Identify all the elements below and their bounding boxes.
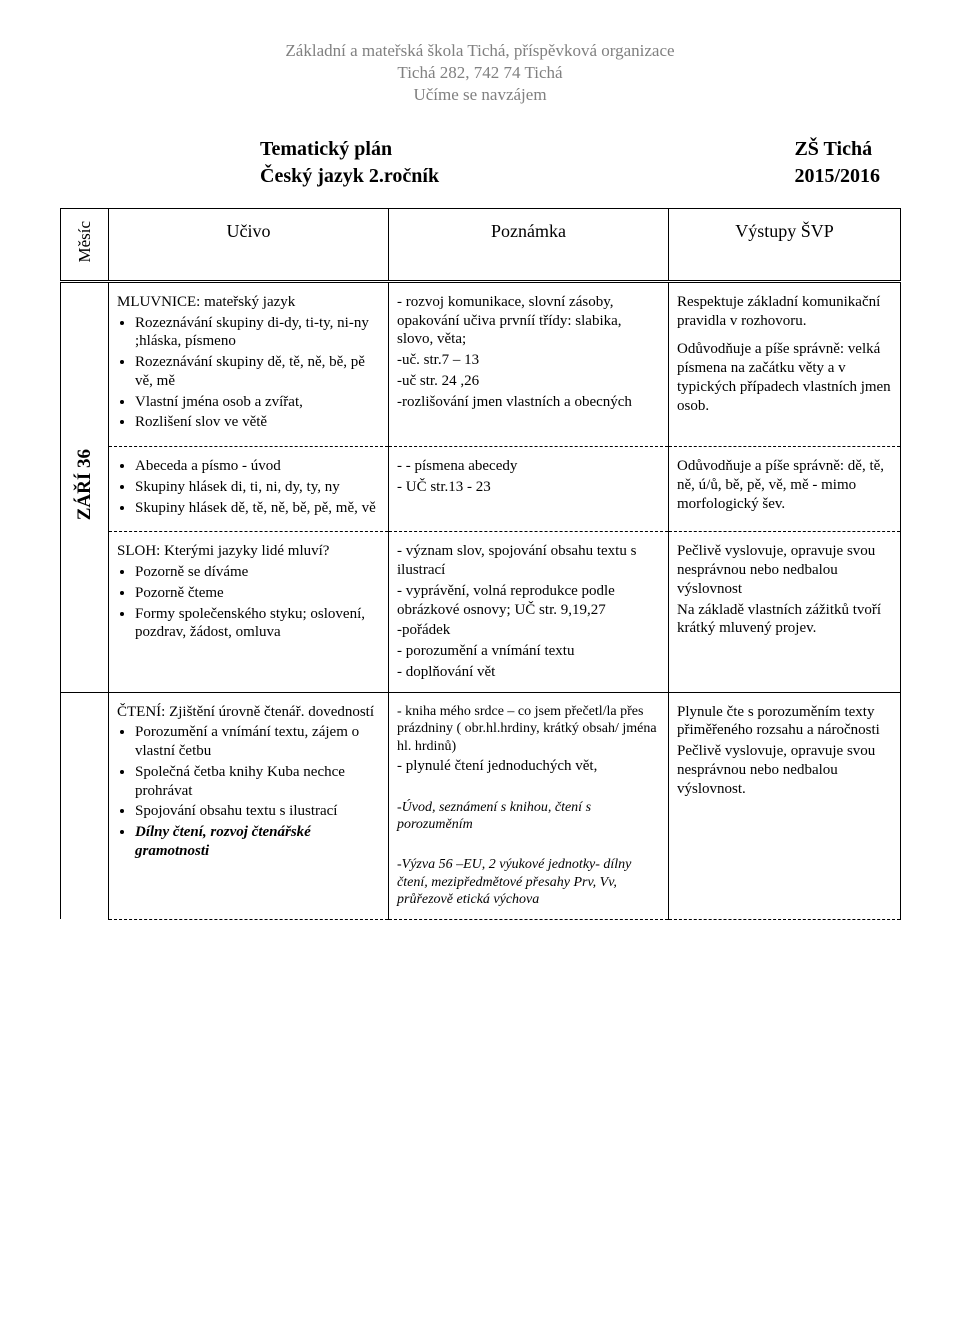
title-right: ZŠ Tichá 2015/2016 xyxy=(794,136,880,190)
list-item: Skupiny hlásek di, ti, ni, dy, ty, ny xyxy=(135,478,380,497)
list-item: Skupiny hlásek dě, tě, ně, bě, pě, mě, v… xyxy=(135,499,380,518)
ucivo-cell-4: ČTENÍ: Zjištění úrovně čtenář. dovednost… xyxy=(109,692,389,919)
vystupy-text: Pečlivě vyslovuje, opravuje svou nespráv… xyxy=(677,742,892,798)
ucivo-head-cteni: ČTENÍ: Zjištění úrovně čtenář. dovednost… xyxy=(117,703,380,722)
title-row: Tematický plán Český jazyk 2.ročník ZŠ T… xyxy=(260,136,880,190)
title-right-2: 2015/2016 xyxy=(794,165,880,187)
document-header: Základní a mateřská škola Tichá, příspěv… xyxy=(60,40,900,106)
list-item: Rozeznávání skupiny di-dy, ti-ty, ni-ny … xyxy=(135,314,380,352)
vystupy-text: Respektuje základní komunikační pravidla… xyxy=(677,293,892,331)
poznamka-cell-1: - rozvoj komunikace, slovní zásoby, opak… xyxy=(389,281,669,446)
month-cell-empty xyxy=(61,692,109,919)
vystupy-text: Plynule čte s porozuměním texty přiměřen… xyxy=(677,703,892,741)
title-left: Tematický plán Český jazyk 2.ročník xyxy=(260,136,439,190)
note-line: - doplňování vět xyxy=(397,663,660,682)
note-line: -pořádek xyxy=(397,621,660,640)
note-line: - porozumění a vnímání textu xyxy=(397,642,660,661)
poznamka-cell-4: - kniha mého srdce – co jsem přečetl/la … xyxy=(389,692,669,919)
vystupy-cell-3: Pečlivě vyslovuje, opravuje svou nespráv… xyxy=(669,532,901,692)
header-line-1: Základní a mateřská škola Tichá, příspěv… xyxy=(60,40,900,62)
note-line: - - písmena abecedy xyxy=(397,457,660,476)
title-left-1: Tematický plán xyxy=(260,138,392,160)
list-item: Vlastní jména osob a zvířat, xyxy=(135,393,380,412)
note-line: -rozlišování jmen vlastních a obecných xyxy=(397,393,660,412)
list-item: Společná četba knihy Kuba nechce prohráv… xyxy=(135,763,380,801)
header-line-3: Učíme se navzájem xyxy=(60,84,900,106)
note-line: - rozvoj komunikace, slovní zásoby, opak… xyxy=(397,293,660,349)
ucivo-cell-3: SLOH: Kterými jazyky lidé mluví? Pozorně… xyxy=(109,532,389,692)
ucivo-head-sloh: SLOH: Kterými jazyky lidé mluví? xyxy=(117,542,380,561)
list-item: Spojování obsahu textu s ilustrací xyxy=(135,802,380,821)
vystupy-text: Na základě vlastních zážitků tvoří krátk… xyxy=(677,601,892,639)
poznamka-cell-3: - význam slov, spojování obsahu textu s … xyxy=(389,532,669,692)
note-line: - plynulé čtení jednoduchých vět, xyxy=(397,757,660,776)
ucivo-list-3: Pozorně se díváme Pozorně čteme Formy sp… xyxy=(117,563,380,642)
table-row: Abeceda a písmo - úvod Skupiny hlásek di… xyxy=(61,447,901,532)
ucivo-list-4: Porozumění a vnímání textu, zájem o vlas… xyxy=(117,723,380,860)
list-item: Pozorně se díváme xyxy=(135,563,380,582)
note-line: -uč str. 24 ,26 xyxy=(397,372,660,391)
month-cell: ZÁŘÍ 36 xyxy=(61,281,109,692)
table-header-row: Měsíc Učivo Poznámka Výstupy ŠVP xyxy=(61,209,901,282)
list-item: Abeceda a písmo - úvod xyxy=(135,457,380,476)
list-item: Rozlišení slov ve větě xyxy=(135,413,380,432)
note-line: -Úvod, seznámení s knihou, čtení s poroz… xyxy=(397,799,660,834)
col-header-ucivo: Učivo xyxy=(109,209,389,282)
poznamka-cell-2: - - písmena abecedy - UČ str.13 - 23 xyxy=(389,447,669,532)
header-line-2: Tichá 282, 742 74 Tichá xyxy=(60,62,900,84)
col-header-poznamka: Poznámka xyxy=(389,209,669,282)
list-item: Dílny čtení, rozvoj čtenářské gramotnost… xyxy=(135,823,380,861)
title-left-2: Český jazyk 2.ročník xyxy=(260,165,439,187)
col-header-month: Měsíc xyxy=(61,209,109,282)
note-line: - UČ str.13 - 23 xyxy=(397,478,660,497)
ucivo-cell-2: Abeceda a písmo - úvod Skupiny hlásek di… xyxy=(109,447,389,532)
vystupy-text: Odůvodňuje a píše správně: dě, tě, ně, ú… xyxy=(677,457,892,513)
list-item: Formy společenského styku; oslovení, poz… xyxy=(135,605,380,643)
list-item: Rozeznávání skupiny dě, tě, ně, bě, pě v… xyxy=(135,353,380,391)
table-row: SLOH: Kterými jazyky lidé mluví? Pozorně… xyxy=(61,532,901,692)
vystupy-cell-4: Plynule čte s porozuměním texty přiměřen… xyxy=(669,692,901,919)
list-item: Pozorně čteme xyxy=(135,584,380,603)
ucivo-list-1: Rozeznávání skupiny di-dy, ti-ty, ni-ny … xyxy=(117,314,380,433)
note-line: - význam slov, spojování obsahu textu s … xyxy=(397,542,660,580)
curriculum-table: Měsíc Učivo Poznámka Výstupy ŠVP ZÁŘÍ 36… xyxy=(60,208,901,920)
note-line: -uč. str.7 – 13 xyxy=(397,351,660,370)
vystupy-cell-1: Respektuje základní komunikační pravidla… xyxy=(669,281,901,446)
vystupy-text: Odůvodňuje a píše správně: velká písmena… xyxy=(677,340,892,415)
title-right-1: ZŠ Tichá xyxy=(794,138,872,160)
ucivo-cell-1: MLUVNICE: mateřský jazyk Rozeznávání sku… xyxy=(109,281,389,446)
note-line: -Výzva 56 –EU, 2 výukové jednotky- dílny… xyxy=(397,856,660,909)
vystupy-text: Pečlivě vyslovuje, opravuje svou nespráv… xyxy=(677,542,892,598)
table-row: ČTENÍ: Zjištění úrovně čtenář. dovednost… xyxy=(61,692,901,919)
list-item: Porozumění a vnímání textu, zájem o vlas… xyxy=(135,723,380,761)
table-row: ZÁŘÍ 36 MLUVNICE: mateřský jazyk Rozezná… xyxy=(61,281,901,446)
ucivo-head-mluvnice: MLUVNICE: mateřský jazyk xyxy=(117,293,380,312)
col-header-vystupy: Výstupy ŠVP xyxy=(669,209,901,282)
note-line: - kniha mého srdce – co jsem přečetl/la … xyxy=(397,703,660,756)
ucivo-list-2: Abeceda a písmo - úvod Skupiny hlásek di… xyxy=(117,457,380,517)
note-line: - vyprávění, volná reprodukce podle obrá… xyxy=(397,582,660,620)
vystupy-cell-2: Odůvodňuje a píše správně: dě, tě, ně, ú… xyxy=(669,447,901,532)
